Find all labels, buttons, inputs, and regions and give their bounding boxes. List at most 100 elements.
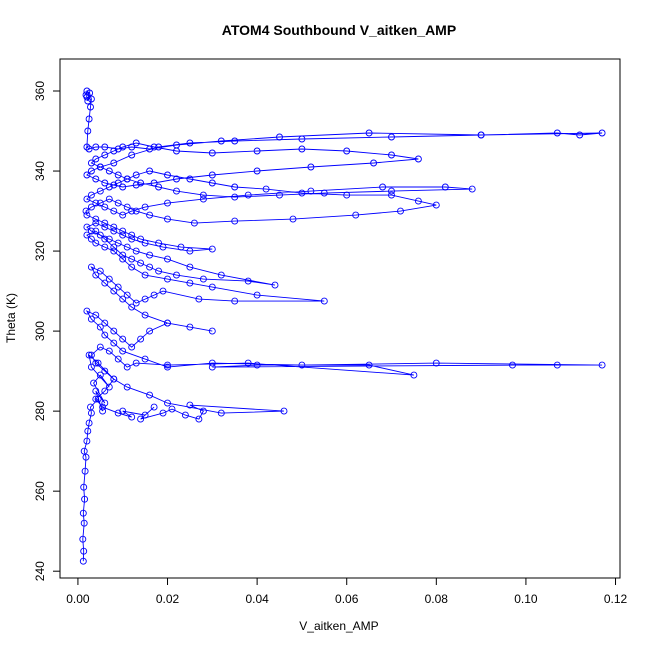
y-tick-label: 240 <box>33 561 47 581</box>
data-point <box>101 279 109 287</box>
data-point <box>85 419 93 427</box>
data-point <box>146 391 154 399</box>
x-axis-label: V_aitken_AMP <box>299 619 378 633</box>
data-point <box>146 145 154 153</box>
y-tick-label: 320 <box>33 241 47 261</box>
data-point <box>186 247 194 255</box>
data-point <box>199 407 207 415</box>
data-point <box>298 145 306 153</box>
data-point <box>90 379 98 387</box>
data-point <box>87 351 95 359</box>
data-point <box>92 311 100 319</box>
x-tick-label: 0.12 <box>604 592 628 606</box>
data-point <box>128 151 136 159</box>
data-point <box>84 97 92 105</box>
data-point <box>79 535 87 543</box>
data-point <box>576 131 584 139</box>
data-point <box>208 179 216 187</box>
data-point <box>87 95 95 103</box>
data-point <box>92 387 100 395</box>
data-point <box>83 231 91 239</box>
data-point <box>141 271 149 279</box>
data-point <box>253 167 261 175</box>
data-point <box>79 509 87 517</box>
data-point <box>244 359 252 367</box>
data-point <box>119 227 127 235</box>
data-point <box>80 547 88 555</box>
data-point <box>87 203 95 211</box>
data-point <box>92 219 100 227</box>
data-point <box>388 133 395 141</box>
data-point <box>164 199 171 207</box>
data-point <box>114 199 122 207</box>
data-point <box>141 311 149 319</box>
data-point <box>123 175 131 183</box>
data-point <box>105 235 113 243</box>
data-point <box>101 243 109 251</box>
data-point <box>186 323 194 331</box>
data-point <box>105 347 113 355</box>
data-point <box>150 143 158 151</box>
data-point <box>164 399 171 407</box>
data-point <box>208 359 216 367</box>
data-point <box>83 307 91 315</box>
data-point <box>231 217 239 225</box>
data-point <box>186 175 194 183</box>
data-point <box>199 275 207 283</box>
data-point <box>155 143 163 151</box>
data-point <box>132 247 140 255</box>
data-point <box>150 403 158 411</box>
data-point <box>276 191 283 199</box>
data-point <box>253 291 261 299</box>
data-point <box>92 175 100 183</box>
data-point <box>128 255 136 263</box>
data-point <box>186 139 194 147</box>
x-tick-label: 0.06 <box>335 592 359 606</box>
data-point <box>81 467 89 475</box>
data-point <box>155 239 163 247</box>
data-point <box>80 519 88 527</box>
data-point <box>105 167 113 175</box>
data-point <box>137 335 145 343</box>
data-point <box>164 361 171 369</box>
data-point <box>92 199 100 207</box>
data-point <box>298 189 306 197</box>
data-point <box>114 283 122 291</box>
data-point <box>119 211 127 219</box>
data-point <box>379 183 387 191</box>
data-point <box>141 203 149 211</box>
data-point <box>83 211 91 219</box>
data-point <box>132 139 140 147</box>
data-point <box>164 319 171 327</box>
data-point <box>320 297 328 305</box>
data-point <box>82 207 90 215</box>
data-point <box>99 403 107 411</box>
data-point <box>141 355 149 363</box>
data-point <box>137 415 145 423</box>
data-point <box>101 143 109 151</box>
data-point <box>231 297 239 305</box>
y-tick-label: 300 <box>33 321 47 341</box>
data-point <box>370 159 378 167</box>
data-point <box>110 375 118 383</box>
data-point <box>92 227 100 235</box>
data-point <box>128 303 136 311</box>
data-point <box>231 193 239 201</box>
data-point <box>105 195 113 203</box>
data-point <box>208 149 216 157</box>
data-point <box>85 351 93 359</box>
data-point <box>128 231 136 239</box>
data-point <box>110 147 118 155</box>
y-axis-label: Theta (K) <box>4 293 18 343</box>
x-tick-label: 0.02 <box>156 592 180 606</box>
data-point <box>87 315 95 323</box>
data-point <box>92 143 100 151</box>
data-point <box>307 187 315 195</box>
data-point <box>217 271 225 279</box>
data-point <box>87 235 95 243</box>
data-point <box>96 267 104 275</box>
data-point <box>159 287 167 295</box>
data-point <box>110 159 118 167</box>
data-point <box>365 129 373 137</box>
